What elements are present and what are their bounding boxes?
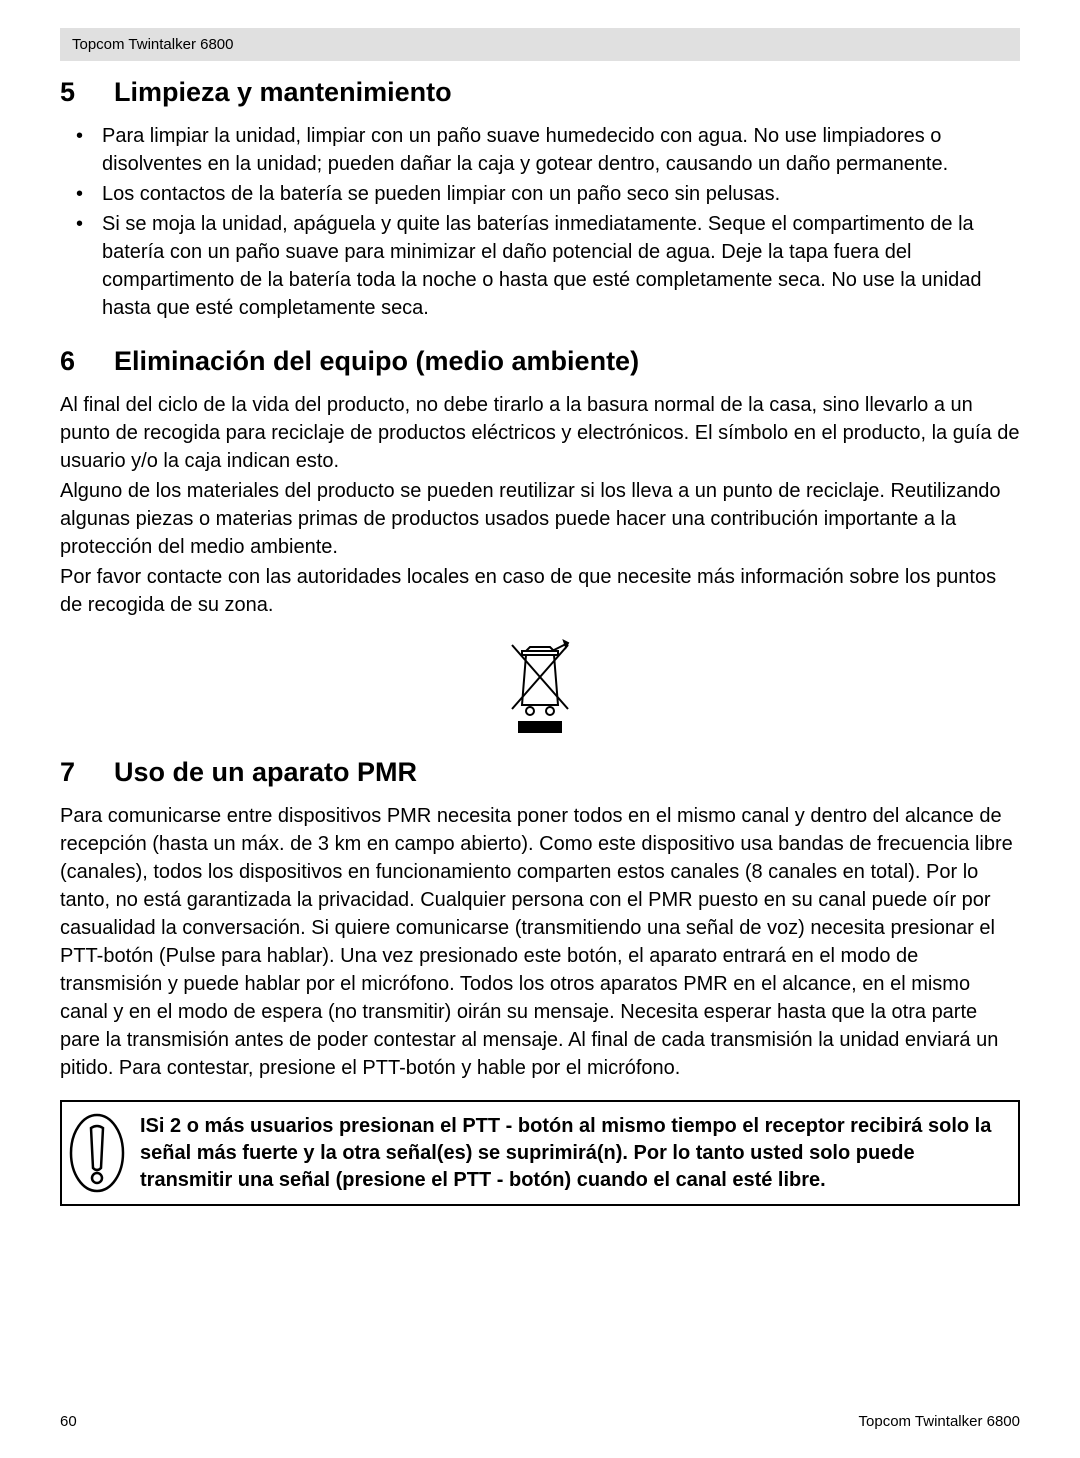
list-item: Para limpiar la unidad, limpiar con un p… (60, 122, 1020, 178)
section6-title: Eliminación del equipo (medio ambiente) (114, 346, 639, 377)
section6-p2: Alguno de los materiales del producto se… (60, 477, 1020, 561)
footer-product: Topcom Twintalker 6800 (859, 1413, 1020, 1430)
callout-text: ISi 2 o más usuarios presionan el PTT - … (140, 1113, 1004, 1194)
section6-heading: 6 Eliminación del equipo (medio ambiente… (60, 346, 1020, 377)
page-number: 60 (60, 1413, 77, 1430)
section6-p1: Al final del ciclo de la vida del produc… (60, 391, 1020, 475)
section5-num: 5 (60, 77, 114, 108)
section5-heading: 5 Limpieza y mantenimiento (60, 77, 1020, 108)
section7-num: 7 (60, 757, 114, 788)
warning-icon (68, 1112, 126, 1194)
header-product: Topcom Twintalker 6800 (72, 36, 233, 53)
list-item: Si se moja la unidad, apáguela y quite l… (60, 210, 1020, 322)
page-footer: 60 Topcom Twintalker 6800 (60, 1413, 1020, 1430)
section7-p1: Para comunicarse entre dispositivos PMR … (60, 802, 1020, 1082)
list-item: Los contactos de la batería se pueden li… (60, 180, 1020, 208)
section7-body: Para comunicarse entre dispositivos PMR … (60, 802, 1020, 1082)
section6-body: Al final del ciclo de la vida del produc… (60, 391, 1020, 619)
section6-num: 6 (60, 346, 114, 377)
section5-bullets: Para limpiar la unidad, limpiar con un p… (60, 122, 1020, 322)
callout-box: ISi 2 o más usuarios presionan el PTT - … (60, 1100, 1020, 1206)
section7-title: Uso de un aparato PMR (114, 757, 417, 788)
page-header: Topcom Twintalker 6800 (60, 28, 1020, 61)
weee-bin-icon (500, 637, 580, 737)
section7-heading: 7 Uso de un aparato PMR (60, 757, 1020, 788)
section6-p3: Por favor contacte con las autoridades l… (60, 563, 1020, 619)
section5-title: Limpieza y mantenimiento (114, 77, 452, 108)
